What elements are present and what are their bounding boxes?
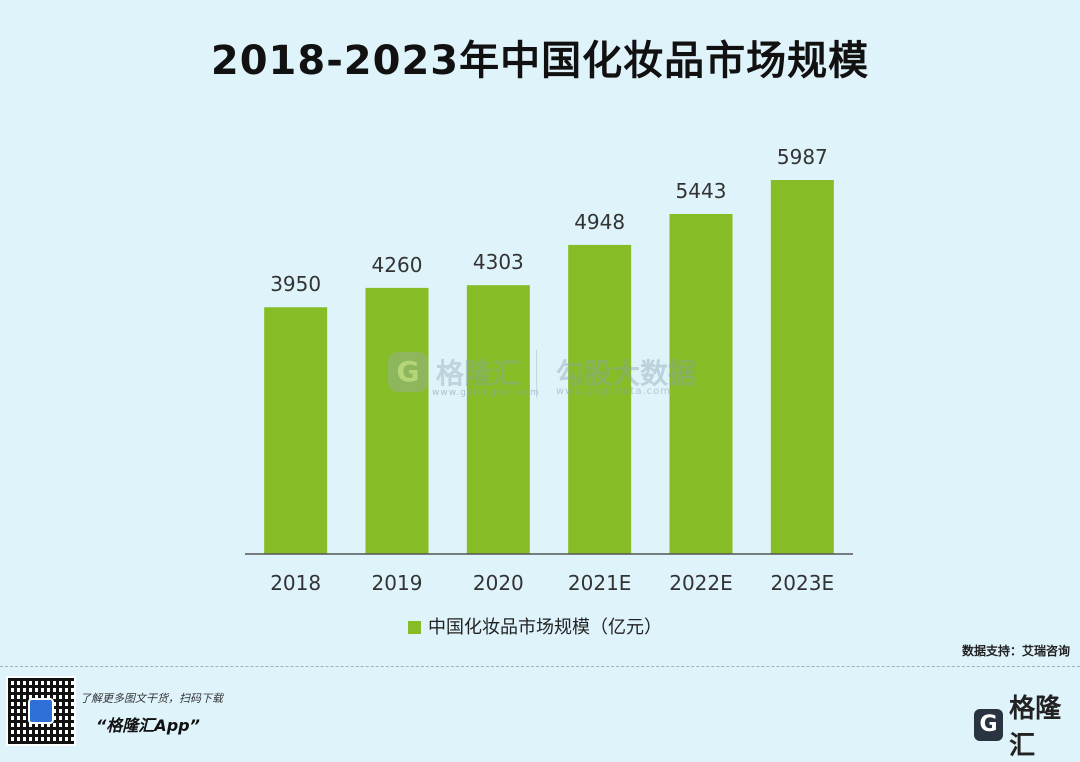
gelonghui-footer-logo-icon: G [974,709,1004,741]
chart-title: 2018-2023年中国化妆品市场规模 [210,38,870,84]
watermark-brand2-text: 勾股大数据 [556,357,697,390]
x-tick-label-2020: 2020 [473,571,524,595]
legend-label: 中国化妆品市场规模（亿元） [428,617,662,638]
watermark-url: www.gelonghui.com [432,388,540,398]
x-tick-label-2023E: 2023E [771,571,835,595]
data-label-2019: 4260 [372,253,423,277]
bar-2019 [365,287,429,554]
watermark-divider [536,350,537,398]
watermark-url2: www.gogudata.com [556,386,672,397]
watermark-brand-text: 格隆汇 [436,357,521,390]
x-tick-label-2018: 2018 [270,571,321,595]
footer-app-name: “格隆汇App” [96,716,200,735]
data-label-2023E: 5987 [777,145,828,169]
bar-2018 [264,307,328,554]
x-tick-label-2022E: 2022E [669,571,733,595]
footer-logo: G 格隆汇 [974,688,1080,762]
data-label-2018: 3950 [270,272,321,296]
data-label-2022E: 5443 [676,179,727,203]
footer-logo-text: 格隆汇 [1009,694,1062,761]
qr-code-icon[interactable] [6,676,76,746]
legend-swatch [408,621,421,634]
bar-2021E [568,244,632,554]
x-tick-label-2021E: 2021E [568,571,632,595]
x-tick-label-2019: 2019 [372,571,423,595]
qr-app-logo-icon [28,698,54,724]
bar-2023E [770,180,834,554]
bar-chart: 3950 2018 4260 2019 4303 2020 4948 2021E 5443 202… [245,145,853,638]
data-source: 数据支持：艾瑞咨询 [961,644,1070,658]
data-label-2021E: 4948 [574,210,625,234]
footer-note: 了解更多图文干货，扫码下载 [80,692,223,705]
watermark-logo: G 格隆汇 [388,352,520,392]
footer-divider [0,666,1080,667]
bar-2020 [466,285,530,554]
bar-2022E [669,213,733,554]
data-label-2020: 4303 [473,250,524,274]
gelonghui-logo-icon: G [388,352,428,392]
